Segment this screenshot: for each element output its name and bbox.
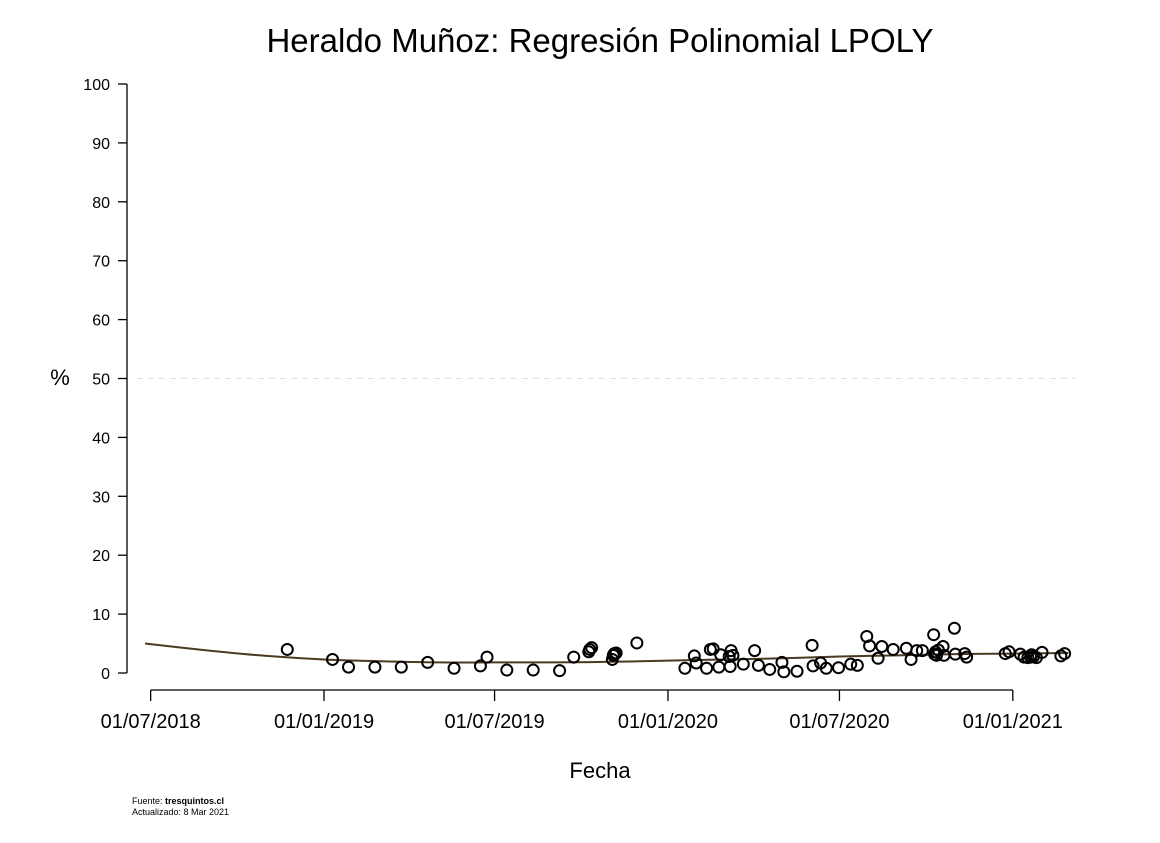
scatter-points-group <box>280 621 1072 679</box>
data-point-64 <box>948 647 962 661</box>
data-point-34 <box>748 644 762 658</box>
y-tick-label-20: 20 <box>92 548 110 565</box>
x-tick-label-0: 01/07/2018 <box>101 711 201 733</box>
data-point-53 <box>904 652 918 666</box>
data-point-61 <box>936 639 950 653</box>
data-point-4 <box>394 660 408 674</box>
data-point-32 <box>723 660 737 674</box>
footer-source-value: tresquintos.cl <box>165 796 225 806</box>
y-tick-label-90: 90 <box>92 136 110 153</box>
data-point-14 <box>583 642 597 656</box>
data-point-44 <box>831 661 845 675</box>
data-point-22 <box>687 649 701 663</box>
data-point-20 <box>630 636 644 650</box>
y-tick-label-60: 60 <box>92 313 110 330</box>
data-point-2 <box>342 660 356 674</box>
y-axis-label: % <box>50 365 70 390</box>
data-point-40 <box>805 638 819 652</box>
data-point-19 <box>609 646 623 660</box>
data-point-78 <box>1058 647 1072 661</box>
footer: Fuente: tresquintos.cl Actualizado: 8 Ma… <box>132 796 229 818</box>
x-axis-label: Fecha <box>569 758 631 783</box>
y-tick-label-30: 30 <box>92 489 110 506</box>
data-point-50 <box>875 639 889 653</box>
data-point-39 <box>790 664 804 678</box>
x-tick-label-1: 01/01/2019 <box>274 711 374 733</box>
x-tick-label-3: 01/01/2020 <box>618 711 718 733</box>
data-point-41 <box>806 659 820 673</box>
data-point-43 <box>819 661 833 675</box>
data-point-15 <box>585 641 599 655</box>
chart-title: Heraldo Muñoz: Regresión Polinomial LPOL… <box>266 22 933 59</box>
data-point-9 <box>500 663 514 677</box>
x-tick-label-4: 01/07/2020 <box>789 711 889 733</box>
data-point-21 <box>678 661 692 675</box>
data-point-0 <box>280 642 294 656</box>
data-point-8 <box>480 650 494 664</box>
data-point-55 <box>915 644 929 658</box>
x-axis: 01/07/2018 01/01/2019 01/07/2019 01/01/2020… <box>101 689 1063 733</box>
data-point-68 <box>1002 645 1016 659</box>
data-point-54 <box>910 644 924 658</box>
data-point-63 <box>947 621 961 635</box>
data-point-11 <box>553 664 567 678</box>
y-tick-label-80: 80 <box>92 195 110 212</box>
x-tick-label-2: 01/07/2019 <box>445 711 545 733</box>
y-tick-label-100: 100 <box>83 77 110 94</box>
data-point-1 <box>326 652 340 666</box>
y-tick-label-10: 10 <box>92 607 110 624</box>
y-tick-label-50: 50 <box>92 372 110 389</box>
data-point-38 <box>777 665 791 679</box>
data-point-76 <box>1035 645 1049 659</box>
footer-updated: Actualizado: 8 Mar 2021 <box>132 807 230 817</box>
data-point-49 <box>871 651 885 665</box>
data-point-10 <box>526 663 540 677</box>
data-point-46 <box>850 658 864 672</box>
data-point-52 <box>899 641 913 655</box>
data-point-6 <box>447 661 461 675</box>
footer-source-label: Fuente: <box>132 796 166 806</box>
data-point-7 <box>473 659 487 673</box>
data-point-37 <box>775 655 789 669</box>
data-point-23 <box>689 656 703 670</box>
data-point-66 <box>960 650 974 664</box>
data-point-5 <box>421 655 435 669</box>
data-point-45 <box>844 657 858 671</box>
data-point-56 <box>927 628 941 642</box>
data-point-35 <box>751 658 765 672</box>
y-axis: 0 10 20 30 40 50 60 70 80 90 100 <box>83 77 128 683</box>
data-point-36 <box>763 662 777 676</box>
x-tick-label-5: 01/01/2021 <box>963 711 1063 733</box>
y-tick-label-70: 70 <box>92 254 110 271</box>
footer-source: Fuente: tresquintos.cl <box>132 796 229 807</box>
data-point-48 <box>863 639 877 653</box>
data-point-33 <box>736 657 750 671</box>
data-point-12 <box>567 650 581 664</box>
data-point-3 <box>368 660 382 674</box>
y-tick-label-40: 40 <box>92 430 110 447</box>
data-point-51 <box>886 642 900 656</box>
data-point-27 <box>712 660 726 674</box>
data-point-24 <box>700 661 714 675</box>
y-tick-label-0: 0 <box>101 666 110 683</box>
